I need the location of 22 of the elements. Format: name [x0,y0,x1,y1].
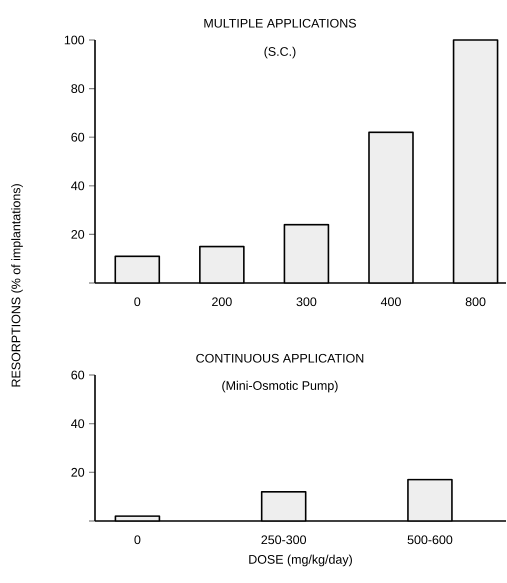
y-tick-label: 40 [71,419,84,428]
y-tick-label: 60 [72,370,84,380]
x-tick-label: 0 [134,297,140,306]
x-tick-label: 0 [134,535,140,544]
x-tick-label: 300 [296,297,316,306]
x-tick-label: 400 [380,297,401,306]
y-axis-title: RESORPTIONS (% of implantations) [11,184,23,386]
chart-title: CONTINUOUS APPLICATION [196,354,364,363]
x-axis-title: DOSE (mg/kg/day) [249,554,352,566]
text: (S.C.) [264,46,296,58]
y-tick-label: 80 [71,84,84,94]
x-tick-label: 250-300 [262,535,306,544]
chart-subtitle: (Mini-Osmotic Pump) [222,380,338,392]
y-tick-label: 60 [72,132,84,142]
y-tick-label: 20 [72,468,84,477]
y-tick-label: 40 [71,181,84,190]
x-tick-label: 500-600 [408,535,452,544]
x-tick-label: 200 [212,297,232,306]
y-tick-label: 20 [72,230,84,239]
y-tick-label: 100 [64,36,84,44]
chart-title: MULTIPLE APPLICATIONS [204,18,356,28]
x-tick-label: 800 [466,297,486,306]
